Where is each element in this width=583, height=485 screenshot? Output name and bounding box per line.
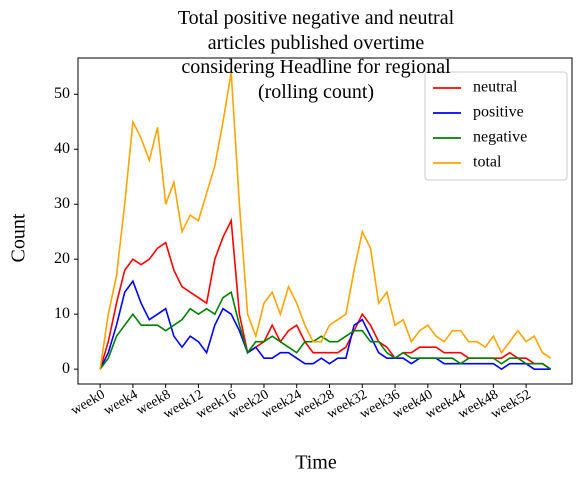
y-axis-label: Count [8, 213, 30, 262]
legend-label: positive [473, 104, 524, 121]
series-line [99, 290, 552, 370]
chart-title: Total positive negative and neutral arti… [177, 7, 455, 103]
series-line [99, 72, 552, 370]
y-tick-label: 30 [54, 195, 70, 212]
series-line [99, 217, 552, 370]
legend-label: neutral [473, 79, 518, 96]
series-line [99, 279, 551, 371]
legend-label: negative [473, 129, 527, 146]
plot-frame [77, 57, 573, 385]
legend-label: total [473, 154, 502, 171]
y-tick-label: 50 [54, 85, 70, 102]
legend-box [424, 71, 568, 181]
y-tick-label: 20 [54, 250, 70, 267]
y-tick-label: 40 [54, 140, 70, 157]
y-tick-label: 0 [62, 360, 70, 377]
x-tick-label: week0 [69, 387, 108, 418]
x-axis-label: Time [295, 452, 337, 474]
y-tick-label: 10 [54, 305, 70, 322]
x-tick-label: week4 [101, 387, 140, 418]
